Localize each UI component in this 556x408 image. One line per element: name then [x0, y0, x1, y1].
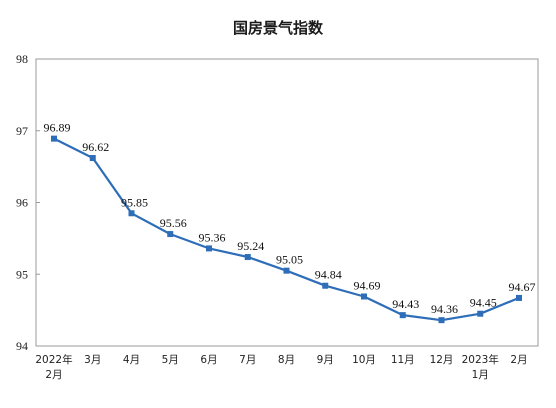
data-label: 95.36 — [199, 230, 226, 244]
x-tick-label: 2023年 1月 — [462, 353, 499, 381]
data-point — [89, 155, 96, 162]
data-label: 95.85 — [121, 195, 148, 209]
data-point — [128, 210, 135, 217]
data-markers — [51, 135, 522, 324]
data-point — [206, 245, 212, 252]
x-tick-label: 3月 — [84, 354, 101, 366]
x-tick-label: 2月 — [510, 354, 527, 366]
data-point — [516, 294, 522, 301]
data-point — [244, 254, 251, 261]
data-label: 95.56 — [160, 216, 187, 230]
y-tick-label: 98 — [16, 52, 28, 66]
data-label: 95.24 — [237, 239, 264, 253]
x-tick-label: 2022年 2月 — [35, 353, 72, 381]
y-tick-label: 95 — [16, 267, 28, 281]
x-tick-label: 10月 — [352, 354, 376, 366]
data-label: 94.84 — [315, 268, 342, 282]
data-point — [399, 312, 406, 319]
y-axis: 94 95 96 97 98 — [16, 52, 40, 353]
data-labels: 96.89 96.62 95.85 95.56 95.36 95.24 95.05 94.84… — [44, 121, 536, 317]
data-label: 94.36 — [431, 302, 458, 316]
data-point — [361, 293, 367, 300]
series-line — [53, 137, 520, 322]
data-point — [51, 135, 57, 142]
x-tick-label: 8月 — [278, 354, 295, 366]
x-tick-label: 11月 — [391, 354, 415, 366]
x-axis: 2022年 2月 3月 4月 5月 6月 7月 8月 9月 10月 11月 12月 2023年 1月 2月 — [35, 353, 527, 381]
y-tick-label: 96 — [16, 196, 28, 210]
data-label: 94.69 — [354, 278, 381, 292]
data-label: 94.67 — [509, 280, 536, 294]
data-label: 94.45 — [470, 296, 497, 310]
x-tick-label: 7月 — [239, 354, 256, 366]
y-tick-label: 94 — [16, 339, 28, 353]
data-point — [322, 282, 329, 289]
chart-title: 国房景气指数 — [233, 19, 324, 37]
plot-frame — [35, 58, 539, 347]
data-point — [167, 231, 174, 238]
x-tick-label: 6月 — [200, 354, 217, 366]
data-label: 95.05 — [276, 253, 303, 267]
data-label: 96.62 — [82, 140, 109, 154]
data-point — [283, 267, 290, 274]
data-label: 94.43 — [392, 297, 419, 311]
data-label: 96.89 — [44, 121, 71, 135]
data-point — [438, 317, 445, 324]
x-tick-label: 9月 — [317, 354, 334, 366]
x-tick-label: 4月 — [123, 354, 140, 366]
x-tick-label: 12月 — [430, 354, 454, 366]
y-tick-label: 97 — [16, 124, 28, 138]
x-tick-label: 5月 — [162, 354, 179, 366]
data-point — [477, 310, 484, 317]
